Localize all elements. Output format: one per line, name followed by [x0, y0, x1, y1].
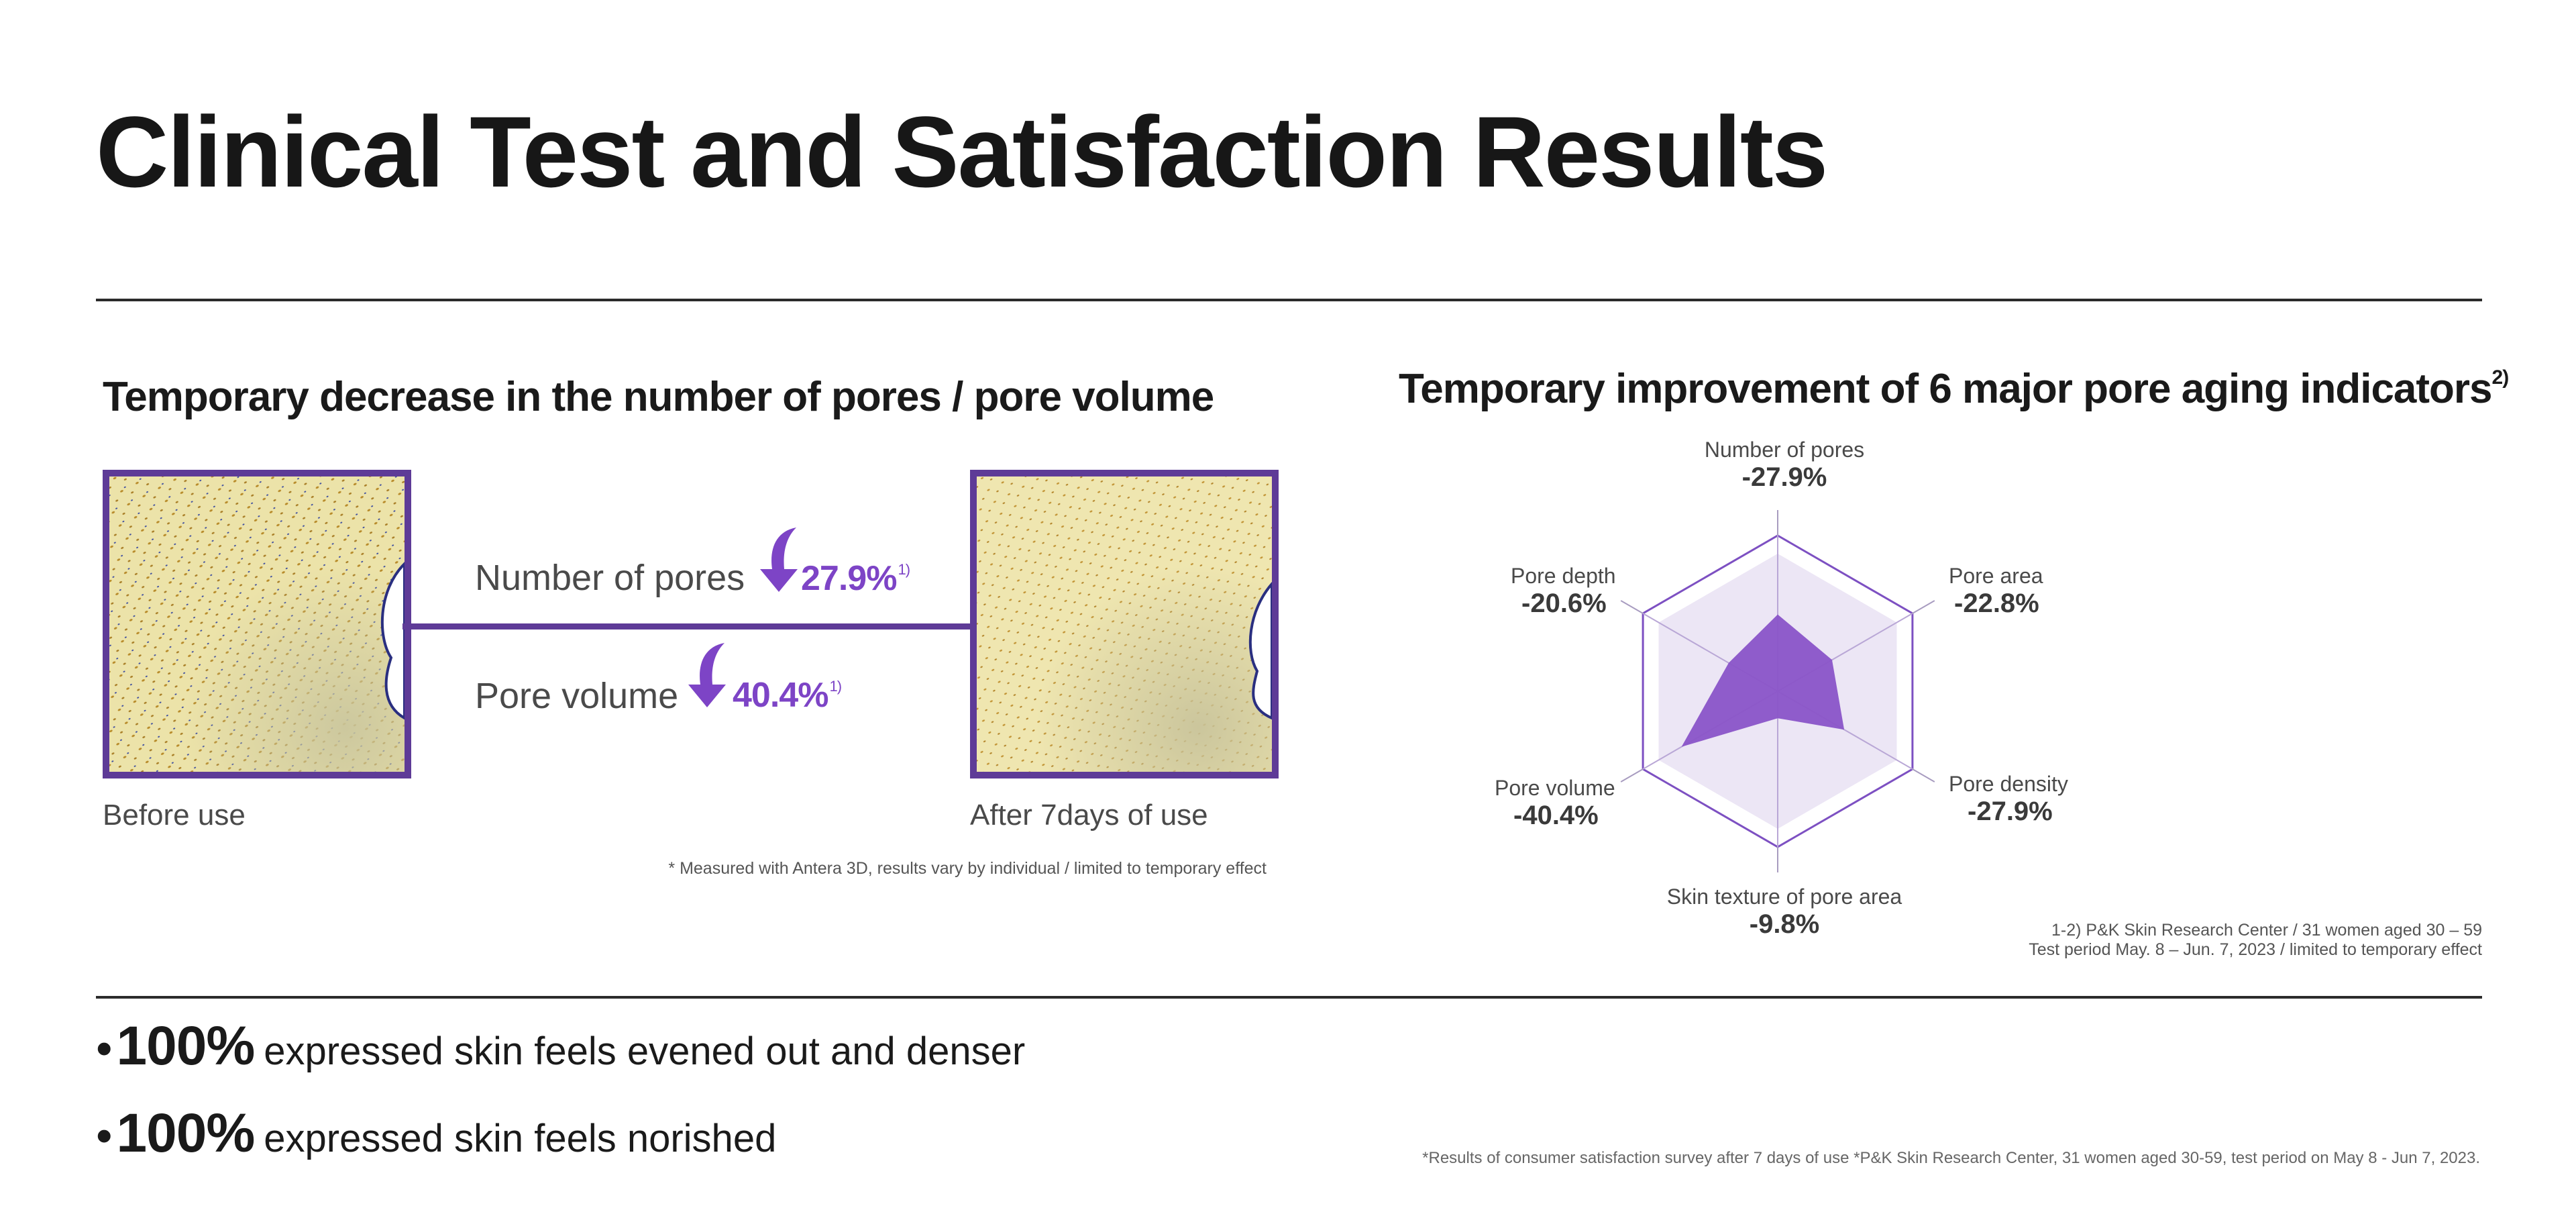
metric-number-of-pores: Number of pores [475, 557, 745, 599]
left-section-heading: Temporary decrease in the number of pore… [103, 374, 1214, 420]
bullet-percent: 100% [116, 1103, 256, 1164]
axis-label: Pore density [1949, 772, 2068, 796]
axis-label: Skin texture of pore area [1666, 885, 1902, 909]
radar-chart [1620, 510, 1935, 872]
axis-value: -27.9% [1968, 797, 2053, 826]
research-footnote: 1-2) P&K Skin Research Center / 31 women… [2029, 921, 2482, 960]
research-footnote-line1: 1-2) P&K Skin Research Center / 31 women… [2051, 921, 2482, 940]
survey-footnote: *Results of consumer satisfaction survey… [1422, 1149, 2480, 1167]
research-footnote-line2: Test period May. 8 – Jun. 7, 2023 / limi… [2029, 940, 2482, 959]
measurement-footnote: * Measured with Antera 3D, results vary … [668, 859, 1267, 878]
before-use-photo [103, 470, 411, 778]
right-section-heading: Temporary improvement of 6 major pore ag… [1399, 365, 2510, 413]
metric-value: 27.9% [801, 559, 897, 598]
down-arrow-icon [760, 527, 798, 592]
page-title: Clinical Test and Satisfaction Results [96, 95, 1828, 208]
bullet-dot-icon: • [96, 1109, 113, 1162]
radar-label-leader [1912, 600, 1935, 614]
radar-axis-pore-area: Pore area -22.8% [1949, 564, 2043, 619]
metric-pore-volume: Pore volume [475, 675, 678, 717]
axis-label: Pore area [1949, 564, 2043, 588]
radar-data-area [1681, 614, 1845, 747]
radar-label-leader [1620, 600, 1644, 614]
satisfaction-bullet: •100% expressed skin feels norished [96, 1102, 776, 1165]
axis-value: -27.9% [1741, 462, 1827, 492]
axis-value: -40.4% [1513, 801, 1599, 830]
radar-label-leader [1912, 768, 1935, 783]
footnote-ref: 1) [898, 561, 910, 578]
satisfaction-bullet: •100% expressed skin feels evened out and… [96, 1015, 1025, 1078]
bullet-dot-icon: • [96, 1022, 113, 1074]
axis-value: -22.8% [1954, 589, 2039, 618]
comparison-connector-line [402, 623, 973, 630]
axis-value: -9.8% [1749, 909, 1820, 939]
metric-value-number-of-pores: 27.9%1) [801, 558, 910, 599]
top-divider [96, 299, 2482, 301]
bullet-percent: 100% [116, 1015, 256, 1076]
footnote-ref: 1) [829, 678, 842, 695]
bottom-divider [96, 996, 2482, 999]
footnote-ref: 2) [2491, 366, 2510, 389]
after-use-photo [970, 470, 1279, 778]
axis-label: Number of pores [1704, 438, 1865, 462]
bullet-text: expressed skin feels evened out and dens… [264, 1029, 1026, 1073]
right-heading-text: Temporary improvement of 6 major pore ag… [1399, 366, 2493, 412]
metric-value: 40.4% [733, 676, 828, 715]
before-use-caption: Before use [103, 799, 246, 832]
axis-value: -20.6% [1521, 589, 1607, 618]
radar-axis-skin-texture: Skin texture of pore area -9.8% [1650, 885, 1919, 940]
radar-axis-pore-depth: Pore depth -20.6% [1511, 564, 1616, 619]
metric-value-pore-volume: 40.4%1) [733, 675, 842, 715]
radar-label-leader [1620, 768, 1644, 783]
metric-label: Number of pores [475, 558, 745, 598]
metric-label: Pore volume [475, 676, 679, 716]
radar-axis-pore-volume: Pore volume -40.4% [1495, 776, 1615, 831]
axis-label: Pore depth [1511, 564, 1616, 588]
after-use-caption: After 7days of use [970, 799, 1208, 832]
radar-axis-pore-density: Pore density -27.9% [1949, 772, 2068, 827]
axis-label: Pore volume [1495, 776, 1615, 800]
bullet-text: expressed skin feels norished [264, 1117, 777, 1160]
radar-axis-number-of-pores: Number of pores -27.9% [1690, 438, 1878, 493]
down-arrow-icon [688, 643, 726, 707]
